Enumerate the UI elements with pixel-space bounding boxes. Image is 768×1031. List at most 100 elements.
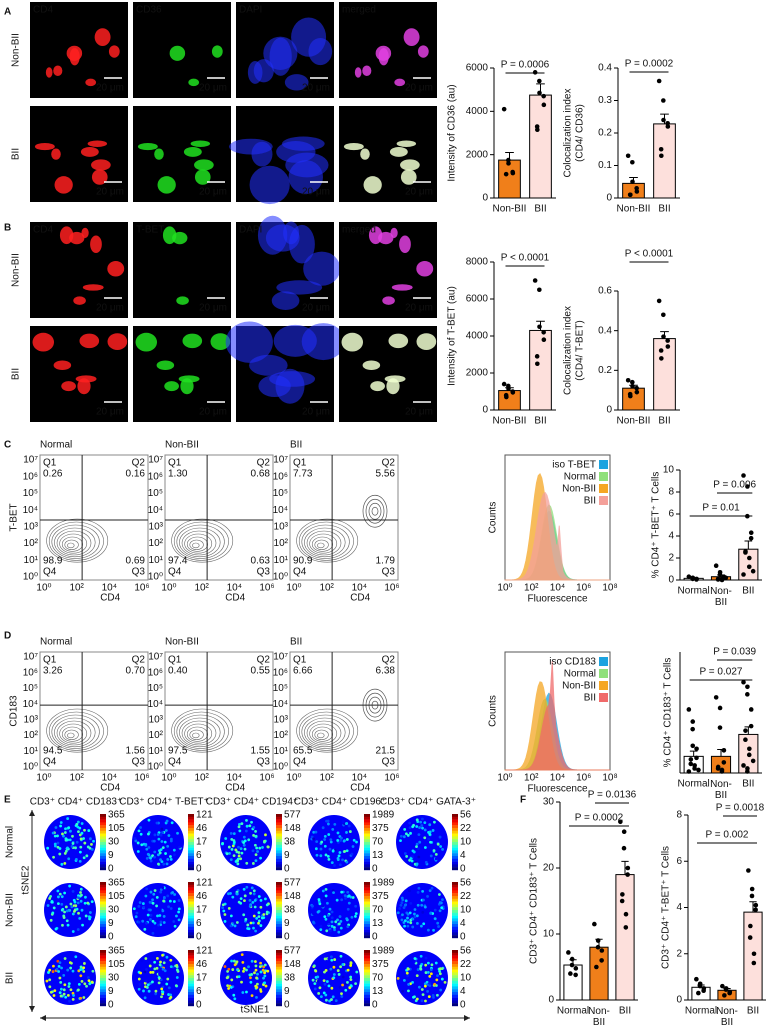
- flow-y-tick: 10⁴: [148, 505, 163, 516]
- quadrant-value: 97.5: [168, 746, 188, 757]
- tsne-cell: [146, 983, 150, 987]
- colorbar-label: 148: [284, 959, 301, 970]
- legend-swatch: [599, 484, 608, 493]
- tsne-cell: [233, 963, 237, 967]
- flow-y-tick: 10⁵: [23, 683, 38, 694]
- tsne-cell: [75, 840, 79, 844]
- cell-signal: [249, 165, 290, 205]
- tsne-cell: [161, 967, 165, 971]
- colorbar-step: [364, 893, 370, 897]
- tsne-cell: [250, 886, 254, 890]
- tsne-cell: [88, 982, 92, 986]
- quadrant-label: Q4: [168, 757, 182, 768]
- tsne-cell: [406, 974, 410, 978]
- colorbar-label: 0: [372, 1000, 378, 1011]
- y-tick-label: 0.2: [598, 365, 612, 376]
- tsne-cell: [337, 930, 341, 934]
- colorbar-step: [364, 969, 370, 973]
- tsne-cell: [350, 852, 354, 856]
- tsne-cell: [434, 852, 438, 856]
- tsne-cell: [157, 981, 161, 985]
- data-point: [751, 951, 757, 957]
- tsne-cell: [62, 834, 65, 838]
- tsne-cell: [152, 926, 156, 930]
- tsne-cell: [252, 889, 256, 893]
- cell-signal: [360, 148, 370, 160]
- scale-label: 20 μm: [405, 187, 433, 198]
- data-point: [750, 758, 756, 764]
- quadrant-label: Q1: [43, 655, 57, 666]
- tsne-column-title: CD3⁺ CD4⁺ GATA-3⁺: [380, 797, 476, 808]
- colorbar-step: [100, 858, 106, 862]
- x-tick-label: Non-BII: [493, 204, 527, 215]
- data-point: [717, 572, 723, 577]
- tsne-cell: [415, 974, 419, 978]
- tsne-cell: [169, 839, 173, 843]
- bar: [563, 964, 583, 1001]
- colorbar-step: [188, 989, 194, 993]
- colorbar-step: [100, 887, 106, 891]
- y-tick-label: 0: [668, 575, 674, 586]
- tsne-cell: [77, 982, 81, 986]
- tsne-cell: [60, 902, 64, 906]
- tsne-cell: [64, 849, 68, 853]
- tsne-cell: [337, 854, 341, 858]
- tsne-cell: [354, 912, 358, 915]
- cell-signal: [271, 291, 300, 311]
- tsne-cell: [255, 985, 259, 989]
- flow-x-tick: 10²: [194, 583, 209, 594]
- tsne-cell: [407, 983, 411, 986]
- tsne-cell: [242, 841, 246, 844]
- tsne-cell: [344, 988, 348, 992]
- colorbar-step: [100, 847, 106, 851]
- tsne-cell: [63, 891, 67, 895]
- colorbar-step: [364, 822, 370, 826]
- cell-signal: [79, 333, 100, 349]
- quadrant-label: Q3: [257, 567, 271, 578]
- tsne-cell: [264, 833, 267, 837]
- contour: [309, 533, 338, 554]
- colorbar-step: [276, 921, 282, 925]
- error-bar: [689, 750, 698, 757]
- colorbar-step: [188, 978, 194, 981]
- colorbar-step: [100, 825, 106, 829]
- tsne-cell: [224, 837, 228, 840]
- bar: [529, 94, 552, 199]
- tsne-map: [132, 883, 184, 937]
- data-point: [621, 829, 627, 834]
- tsne-cell: [245, 885, 249, 889]
- tsne-cell: [231, 968, 235, 971]
- tsne-cell: [177, 899, 181, 902]
- scale-label: 20 μm: [96, 303, 124, 314]
- colorbar-label: 0: [196, 1000, 202, 1011]
- x-tick-label: Non-BII: [588, 1006, 610, 1028]
- tsne-cell: [149, 890, 153, 894]
- tsne-cell: [63, 862, 67, 865]
- tsne-cell: [346, 968, 350, 972]
- colorbar-step: [364, 986, 370, 990]
- colorbar-step: [452, 932, 458, 936]
- tsne-cell: [226, 984, 230, 988]
- quadrant-value: 90.9: [293, 556, 313, 567]
- colorbar-step: [188, 853, 194, 857]
- colorbar-label: 4: [460, 986, 466, 997]
- tsne-cell: [424, 999, 427, 1003]
- tsne-cell: [438, 901, 442, 904]
- colorbar-label: 0: [372, 932, 378, 943]
- tsne-cell: [47, 971, 50, 974]
- colorbar-step: [188, 901, 194, 905]
- tsne-cell: [333, 823, 337, 826]
- cell-signal: [108, 45, 120, 58]
- tsne-cell: [257, 895, 261, 898]
- tsne-cell: [229, 914, 233, 918]
- tsne-cell: [323, 834, 327, 838]
- tsne-cell: [137, 905, 141, 908]
- quadrant-label: Q3: [382, 757, 396, 768]
- tsne-cell: [146, 913, 150, 917]
- cell-signal: [90, 235, 102, 254]
- colorbar-step: [188, 932, 194, 936]
- tsne-cell: [148, 964, 152, 968]
- tsne-cell: [151, 980, 154, 984]
- colorbar-label: 577: [284, 810, 301, 821]
